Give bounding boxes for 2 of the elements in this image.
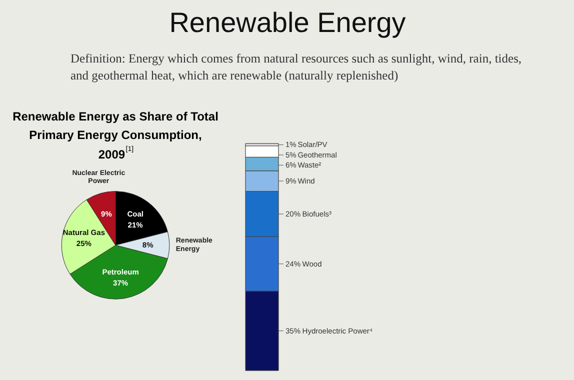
text: Renewable Energy [169, 7, 406, 38]
text: Definition: Energy which comes from natural resources such as sunlight, wind, rain, tides, and geothermal heat, which are renewable (naturally replenished) [70, 52, 522, 82]
